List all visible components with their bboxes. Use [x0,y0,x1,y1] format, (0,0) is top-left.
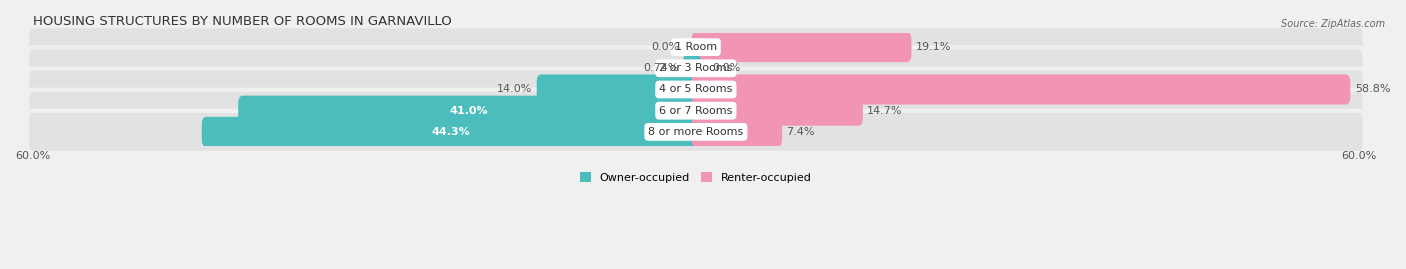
FancyBboxPatch shape [27,111,1365,153]
Text: 8 or more Rooms: 8 or more Rooms [648,127,744,137]
Text: 58.8%: 58.8% [1355,84,1391,94]
Text: 1 Room: 1 Room [675,42,717,52]
Text: 7.4%: 7.4% [786,127,815,137]
Text: 0.0%: 0.0% [713,63,741,73]
FancyBboxPatch shape [27,47,1365,89]
Text: 0.0%: 0.0% [651,42,679,52]
Legend: Owner-occupied, Renter-occupied: Owner-occupied, Renter-occupied [575,168,817,187]
FancyBboxPatch shape [692,117,782,147]
Text: 44.3%: 44.3% [432,127,471,137]
FancyBboxPatch shape [27,90,1365,132]
Text: HOUSING STRUCTURES BY NUMBER OF ROOMS IN GARNAVILLO: HOUSING STRUCTURES BY NUMBER OF ROOMS IN… [32,15,451,28]
FancyBboxPatch shape [537,75,700,105]
FancyBboxPatch shape [201,117,700,147]
Text: 2 or 3 Rooms: 2 or 3 Rooms [659,63,733,73]
Text: 14.0%: 14.0% [496,84,533,94]
FancyBboxPatch shape [692,96,863,126]
FancyBboxPatch shape [683,53,700,83]
Text: Source: ZipAtlas.com: Source: ZipAtlas.com [1281,19,1385,29]
FancyBboxPatch shape [692,75,1350,105]
Text: 41.0%: 41.0% [450,106,488,116]
FancyBboxPatch shape [27,26,1365,68]
Text: 4 or 5 Rooms: 4 or 5 Rooms [659,84,733,94]
FancyBboxPatch shape [27,69,1365,111]
Text: 0.74%: 0.74% [644,63,679,73]
Text: 14.7%: 14.7% [868,106,903,116]
Text: 19.1%: 19.1% [915,42,952,52]
FancyBboxPatch shape [238,96,700,126]
Text: 6 or 7 Rooms: 6 or 7 Rooms [659,106,733,116]
FancyBboxPatch shape [692,32,911,62]
